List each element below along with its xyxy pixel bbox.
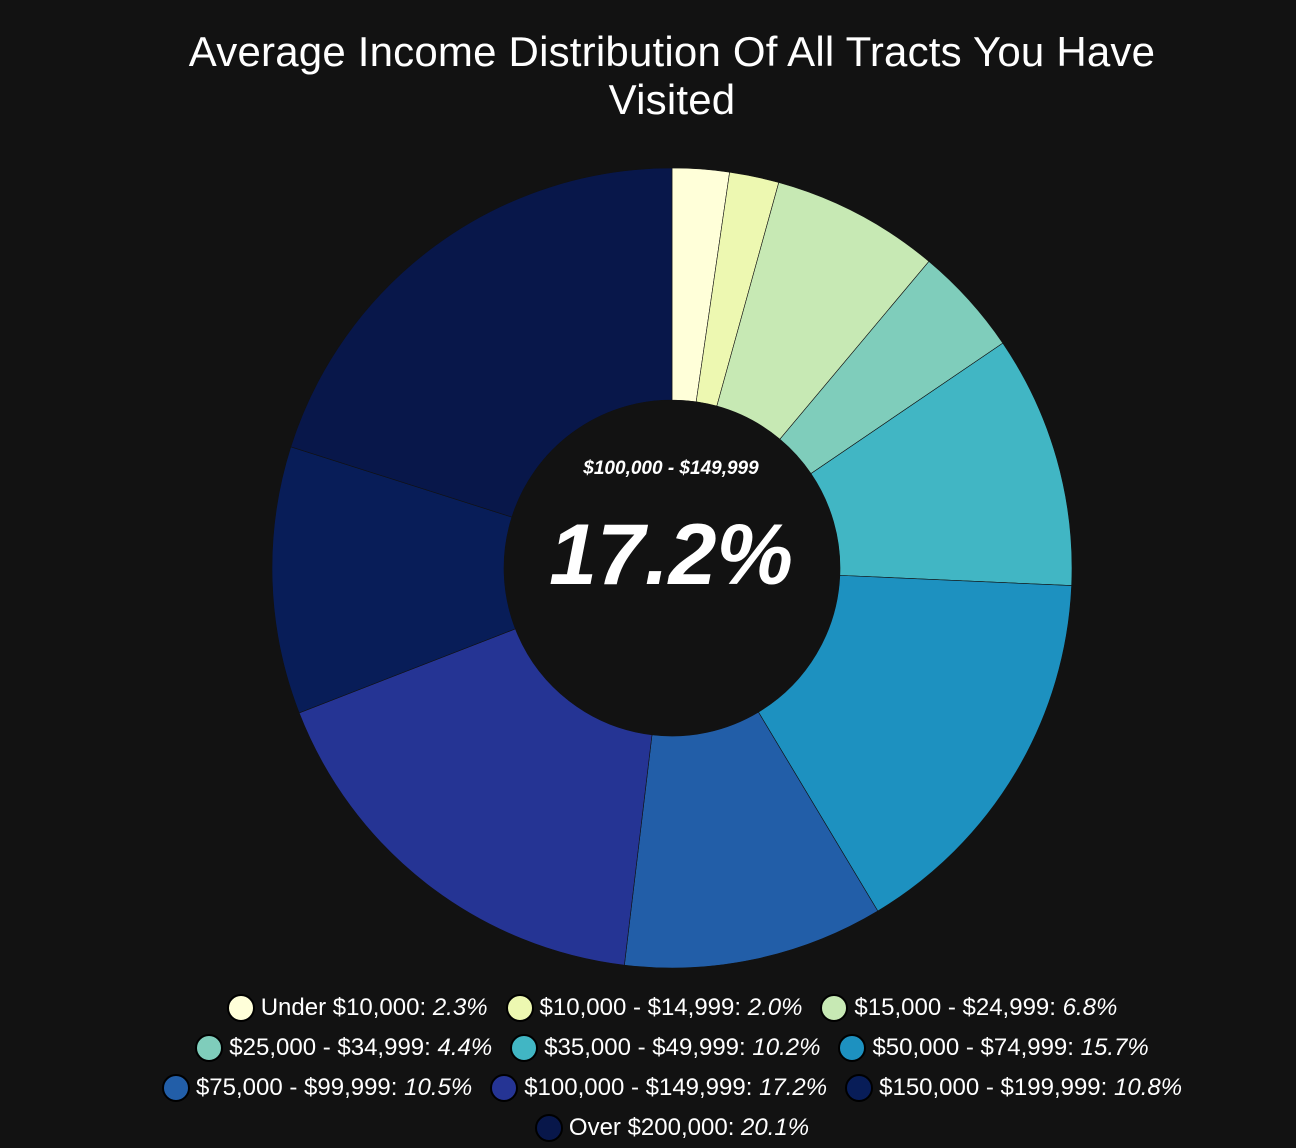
legend-value: 2.0% (747, 994, 803, 1021)
chart-title: Average Income Distribution Of All Tract… (0, 28, 1296, 124)
legend-label: $15,000 - $24,999 (854, 994, 1050, 1021)
legend-swatch-icon (195, 1034, 224, 1062)
legend-label: $35,000 - $49,999 (544, 1034, 740, 1061)
legend-swatch-icon (490, 1074, 519, 1102)
legend-value: 6.8% (1062, 994, 1118, 1021)
legend-label: $75,000 - $99,999 (195, 1074, 391, 1101)
legend-item[interactable]: Over $200,000: 20.1% (534, 1114, 810, 1142)
chart-legend: Under $10,000: 2.3% $10,000 - $14,999: 2.… (0, 988, 1296, 1148)
center-percentage-value: 17.2% (549, 507, 793, 603)
legend-separator: : (727, 1114, 742, 1141)
legend-item[interactable]: $25,000 - $34,999: 4.4% (195, 1034, 492, 1062)
legend-value: 2.3% (432, 994, 488, 1021)
legend-separator: : (419, 994, 433, 1021)
legend-value: 17.2% (759, 1074, 828, 1101)
legend-swatch-icon (838, 1034, 867, 1062)
donut-hole (504, 400, 840, 736)
legend-separator: : (390, 1074, 405, 1101)
legend-label: $10,000 - $14,999 (539, 994, 735, 1021)
legend-item[interactable]: $35,000 - $49,999: 10.2% (510, 1034, 820, 1062)
legend-row: Over $200,000: 20.1% (0, 1108, 1296, 1148)
legend-label: $100,000 - $149,999 (524, 1074, 746, 1101)
legend-swatch-icon (534, 1114, 563, 1142)
legend-value: 20.1% (741, 1114, 810, 1141)
legend-label: $50,000 - $74,999 (872, 1034, 1068, 1061)
chart-title-line: Visited (608, 76, 736, 123)
legend-item[interactable]: Under $10,000: 2.3% (226, 994, 488, 1022)
center-category-label: $100,000 - $149,999 (583, 458, 759, 479)
legend-value: 10.2% (752, 1034, 821, 1061)
legend-separator: : (1100, 1074, 1114, 1101)
legend-swatch-icon (161, 1074, 190, 1102)
legend-separator: : (1067, 1034, 1081, 1061)
legend-label: Over $200,000 (568, 1114, 728, 1141)
legend-item[interactable]: $10,000 - $14,999: 2.0% (505, 994, 803, 1022)
legend-row: $75,000 - $99,999: 10.5% $100,000 - $149,… (0, 1068, 1296, 1108)
legend-row: Under $10,000: 2.3% $10,000 - $14,999: 2.… (0, 988, 1296, 1028)
legend-row: $25,000 - $34,999: 4.4% $35,000 - $49,999… (0, 1028, 1296, 1068)
legend-separator: : (745, 1074, 760, 1101)
legend-value: 10.8% (1114, 1074, 1183, 1101)
chart-title-line: Average Income Distribution Of All Tract… (188, 28, 1156, 75)
legend-label: $25,000 - $34,999 (229, 1034, 425, 1061)
legend-separator: : (1049, 994, 1063, 1021)
legend-swatch-icon (510, 1034, 539, 1062)
legend-value: 4.4% (437, 1034, 493, 1061)
legend-item[interactable]: $15,000 - $24,999: 6.8% (820, 994, 1117, 1022)
legend-item[interactable]: $150,000 - $199,999: 10.8% (845, 1074, 1182, 1102)
legend-item[interactable]: $75,000 - $99,999: 10.5% (161, 1074, 473, 1102)
legend-label: $150,000 - $199,999 (879, 1074, 1101, 1101)
legend-value: 15.7% (1080, 1034, 1149, 1061)
legend-swatch-icon (820, 994, 849, 1022)
legend-swatch-icon (226, 994, 255, 1022)
legend-swatch-icon (845, 1074, 874, 1102)
legend-separator: : (734, 994, 748, 1021)
legend-item[interactable]: $50,000 - $74,999: 15.7% (838, 1034, 1149, 1062)
legend-separator: : (739, 1034, 753, 1061)
legend-label: Under $10,000 (260, 994, 420, 1021)
donut-chart (271, 167, 1073, 969)
legend-separator: : (424, 1034, 438, 1061)
legend-swatch-icon (505, 994, 534, 1022)
legend-value: 10.5% (404, 1074, 473, 1101)
legend-item[interactable]: $100,000 - $149,999: 17.2% (490, 1074, 827, 1102)
